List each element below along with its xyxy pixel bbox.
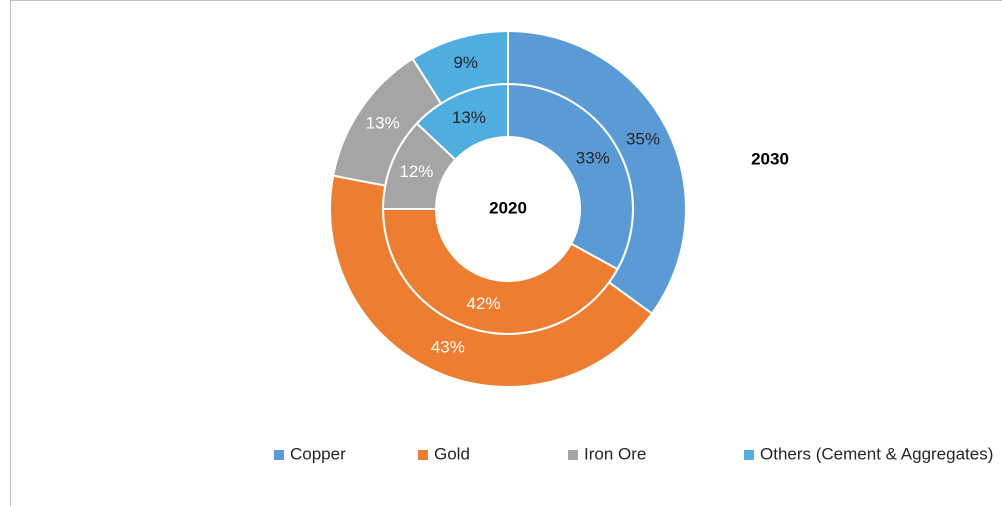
donut-slice <box>329 174 654 388</box>
legend-swatch <box>418 450 428 460</box>
donut-slice <box>411 29 509 105</box>
donut-slice <box>507 29 687 316</box>
data-label: 43% <box>431 338 465 357</box>
legend-swatch <box>744 450 754 460</box>
ring-label: 2020 <box>489 198 527 217</box>
legend-label: Others (Cement & Aggregates) <box>760 444 993 463</box>
data-label: 13% <box>452 108 486 127</box>
data-label: 9% <box>453 53 478 72</box>
legend-swatch <box>274 450 284 460</box>
data-label: 12% <box>399 162 433 181</box>
legend-swatch <box>568 450 578 460</box>
data-label: 13% <box>366 113 400 132</box>
legend-label: Gold <box>434 444 470 463</box>
ring-label: 2030 <box>751 149 789 168</box>
data-label: 42% <box>466 294 500 313</box>
data-label: 35% <box>626 130 660 149</box>
legend-label: Copper <box>290 444 346 463</box>
legend-label: Iron Ore <box>584 444 646 463</box>
data-label: 33% <box>576 148 610 167</box>
